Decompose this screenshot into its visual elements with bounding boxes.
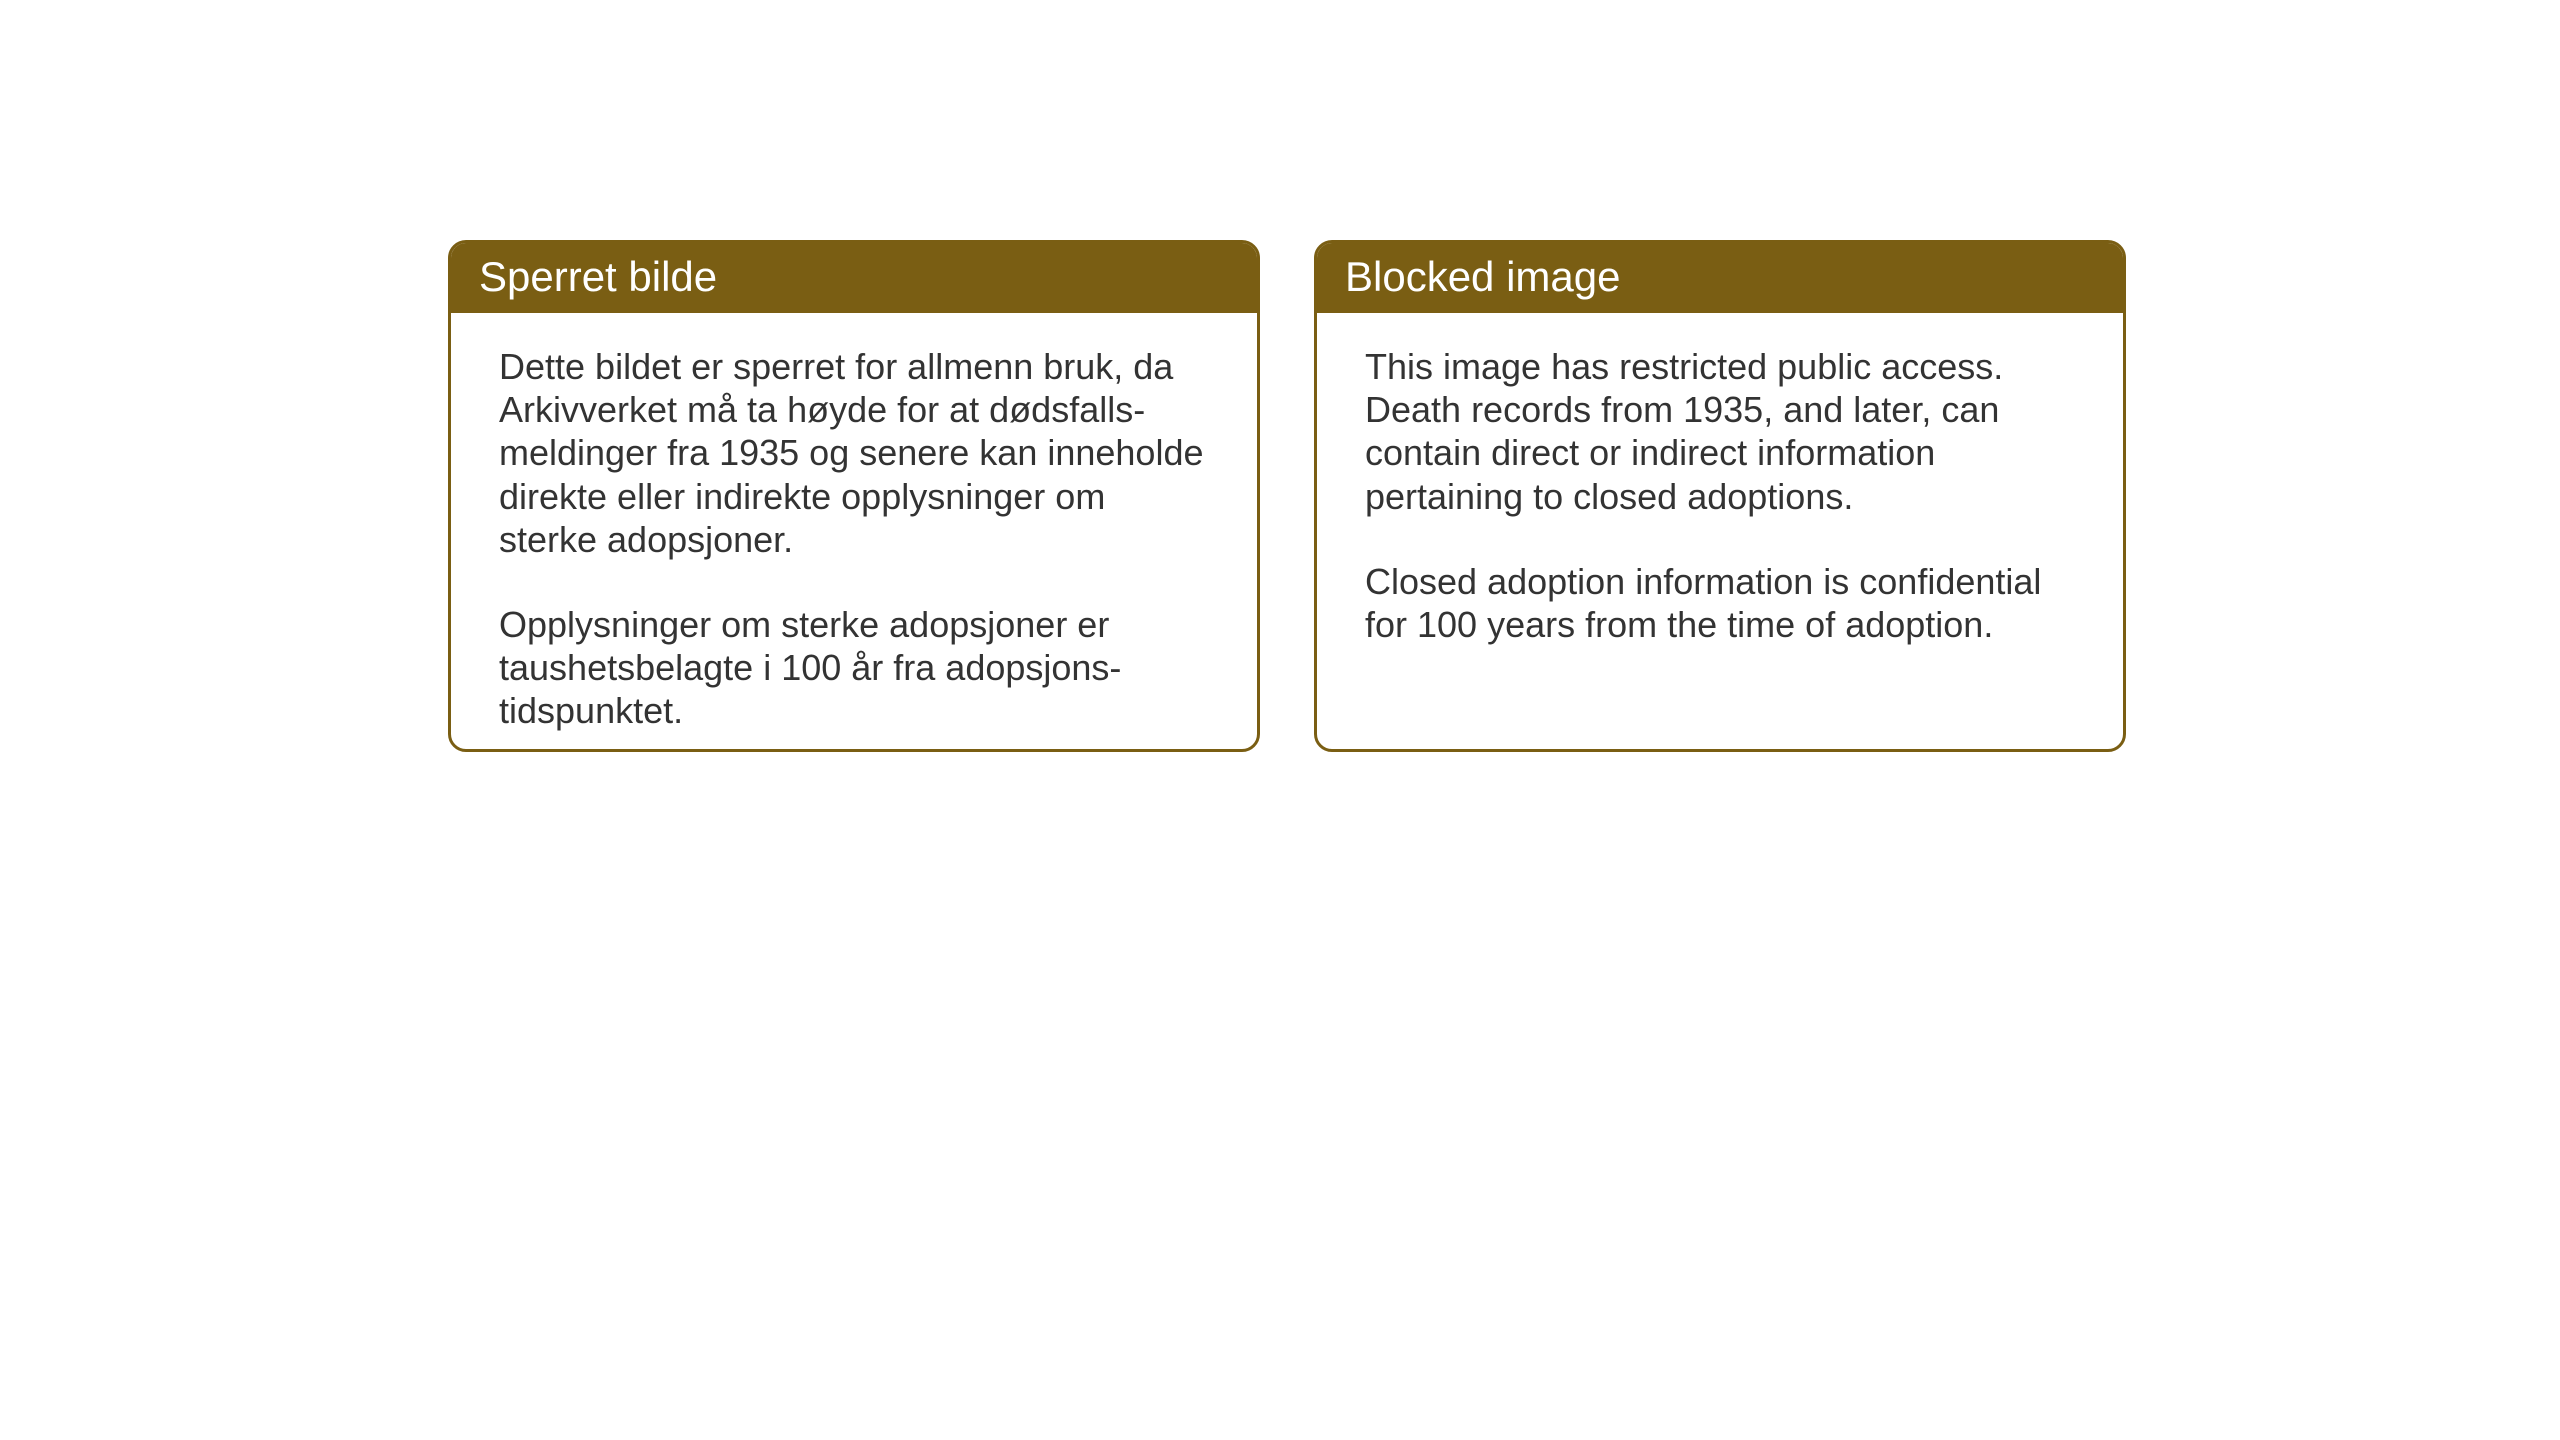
card-header-english: Blocked image [1317, 243, 2123, 313]
card-norwegian: Sperret bilde Dette bildet er sperret fo… [448, 240, 1260, 752]
card-paragraph2-english: Closed adoption information is confident… [1365, 560, 2075, 646]
card-body-english: This image has restricted public access.… [1317, 313, 2123, 678]
card-title-norwegian: Sperret bilde [479, 253, 717, 300]
card-paragraph1-english: This image has restricted public access.… [1365, 345, 2075, 518]
card-header-norwegian: Sperret bilde [451, 243, 1257, 313]
card-body-norwegian: Dette bildet er sperret for allmenn bruk… [451, 313, 1257, 752]
card-paragraph1-norwegian: Dette bildet er sperret for allmenn bruk… [499, 345, 1209, 561]
card-title-english: Blocked image [1345, 253, 1620, 300]
card-paragraph2-norwegian: Opplysninger om sterke adopsjoner er tau… [499, 603, 1209, 733]
cards-container: Sperret bilde Dette bildet er sperret fo… [448, 240, 2126, 752]
card-english: Blocked image This image has restricted … [1314, 240, 2126, 752]
